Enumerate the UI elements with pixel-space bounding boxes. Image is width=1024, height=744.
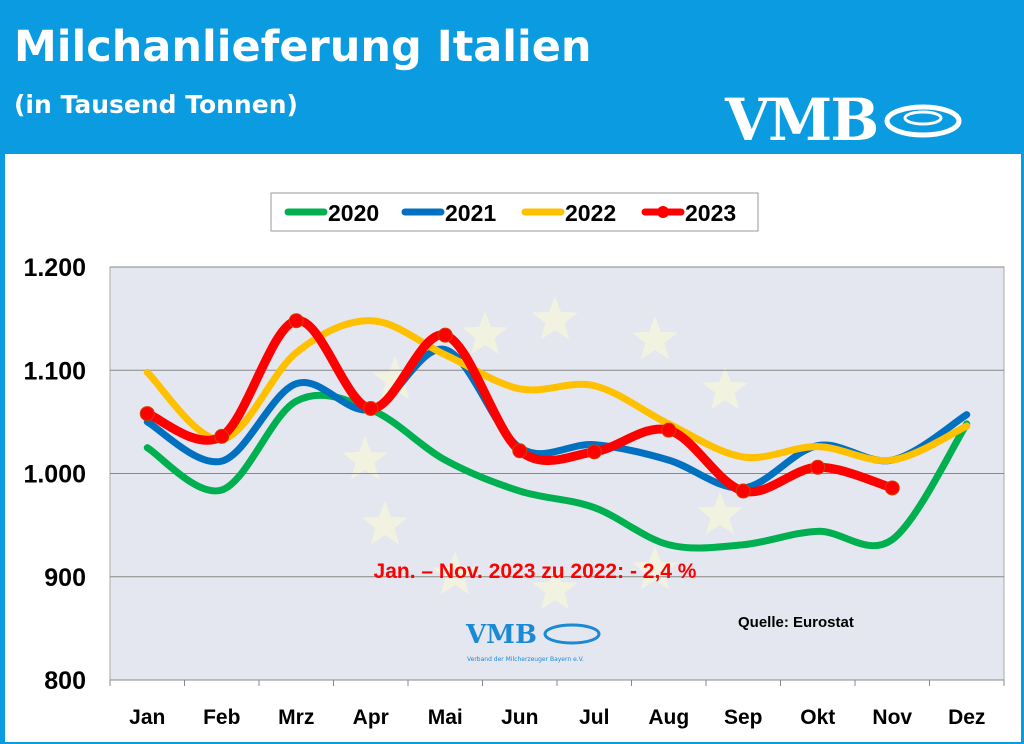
data-point-2023 [437,327,453,343]
eu-star-icon [532,566,578,610]
data-point-2023 [288,313,304,329]
y-tick-label: 900 [44,564,86,592]
annotation: Jan. – Nov. 2023 zu 2022: - 2,4 % [374,560,697,583]
eu-star-icon [632,546,678,590]
page-title: Milchanlieferung Italien [14,22,592,72]
data-point-2023 [512,443,528,459]
page-subtitle: (in Tausend Tonnen) [14,90,298,119]
eu-star-icon [532,296,578,340]
data-point-2023 [214,428,230,444]
y-tick-label: 1.100 [23,357,86,385]
eu-star-icon [632,316,678,360]
data-point-2023 [586,444,602,460]
y-tick-label: 800 [44,667,86,695]
series-line-2022 [143,317,971,465]
data-point-2023 [661,422,677,438]
y-tick-label: 1.200 [23,254,86,282]
eu-star-icon [702,366,748,410]
vmb-logo-text: VMB [725,86,879,154]
x-tick-label: Aug [648,706,689,729]
eu-star-icon [697,491,743,535]
data-point-2023 [139,406,155,422]
data-point-2023 [884,480,900,496]
source-label: Quelle: Eurostat [738,614,854,631]
watermark-text: Verband der Milcherzeuger Bayern e.V. [467,656,584,663]
x-tick-label: Jun [501,706,538,729]
legend-label-2020: 2020 [328,200,379,226]
legend-marker [657,206,669,218]
watermark-logo: VMB [465,620,537,650]
x-tick-label: Feb [203,706,240,729]
data-point-2023 [810,459,826,475]
eu-star-icon [462,311,508,355]
x-tick-label: Apr [353,706,389,729]
watermark-logo-icon [543,623,601,645]
data-point-2023 [363,400,379,416]
x-tick-label: Jan [129,706,165,729]
eu-star-icon [342,436,388,480]
data-point-2023 [735,483,751,499]
header: Milchanlieferung Italien (in Tausend Ton… [0,0,1024,154]
vmb-logo: VMB [725,86,962,154]
y-tick-label: 1.000 [23,461,86,489]
eu-star-icon [432,551,478,595]
vmb-logo-icon [884,104,962,138]
legend-label-2021: 2021 [445,200,496,226]
series-line-2020 [143,391,971,552]
x-tick-label: Jul [579,706,609,729]
eu-star-icon [372,356,418,400]
x-tick-label: Okt [800,706,835,729]
legend-label-2022: 2022 [565,200,616,226]
x-tick-label: Dez [948,706,985,729]
x-tick-label: Nov [872,706,912,729]
x-tick-label: Mrz [278,706,314,729]
eu-star-icon [362,501,408,545]
x-tick-label: Sep [724,706,763,729]
x-tick-label: Mai [428,706,463,729]
legend-label-2023: 2023 [685,200,736,226]
